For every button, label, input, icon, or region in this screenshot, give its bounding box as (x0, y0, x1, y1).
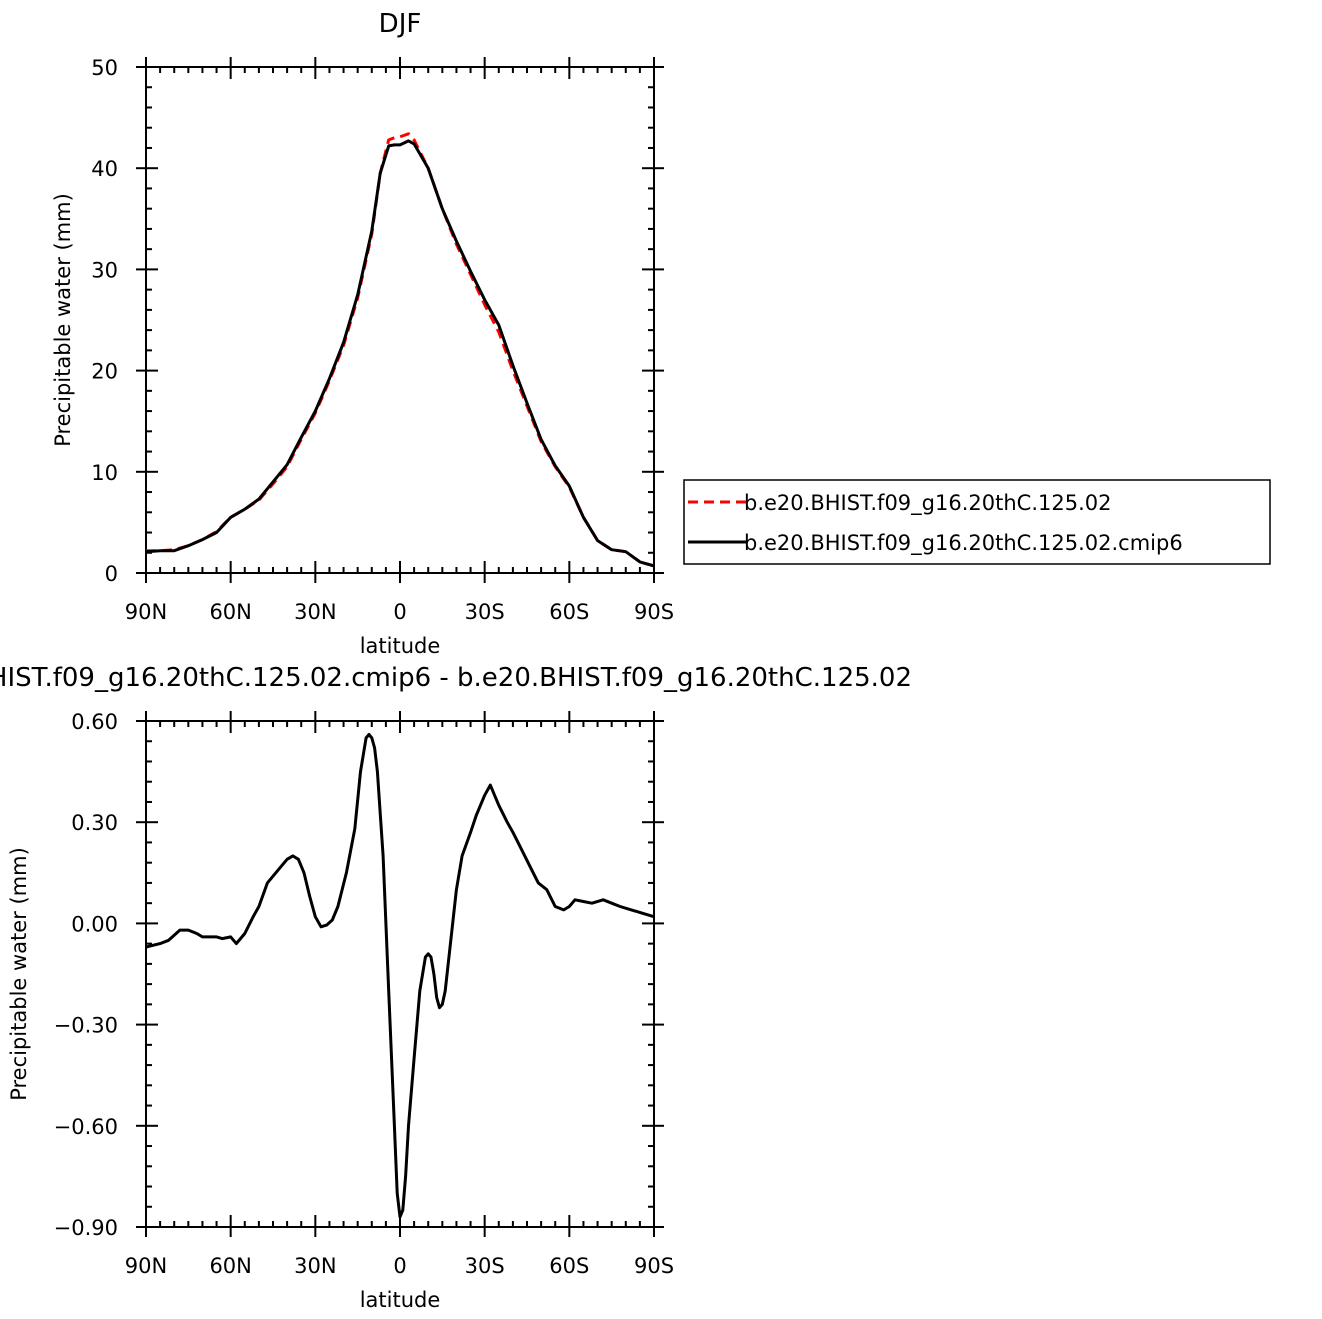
series-line (145, 733, 655, 1219)
y-axis-label: Precipitable water (mm) (7, 847, 31, 1101)
y-axis-label: Precipitable water (mm) (51, 193, 75, 447)
y-tick-label: −0.90 (54, 1216, 118, 1240)
legend-box (683, 479, 1271, 565)
x-tick-label: 90N (125, 1254, 167, 1278)
series-line (146, 132, 655, 568)
x-tick-label: 90S (634, 1254, 674, 1278)
x-tick-label: 60S (549, 600, 589, 624)
legend: b.e20.BHIST.f09_g16.20thC.125.02 b.e20.BH… (683, 479, 1271, 565)
plot-frame (145, 66, 655, 574)
x-tick-label: 0 (393, 600, 406, 624)
bottom-panel-difference: b.e20.BHIST.f09_g16.20thC.125.02.cmip6 -… (0, 663, 912, 1312)
y-tick-label: 20 (91, 360, 118, 384)
top-panel-precipitable-water: DJF 90N 60N 30N 0 30S 60S 90S 0 10 20 30 40 50 latitud… (51, 9, 674, 658)
chart-title: DJF (379, 9, 422, 39)
x-axis-label: latitude (360, 634, 441, 658)
series-line (145, 139, 655, 568)
y-tick-label: 0.30 (71, 811, 118, 835)
x-tick-label: 30N (294, 1254, 336, 1278)
legend-label: b.e20.BHIST.f09_g16.20thC.125.02.cmip6 (744, 531, 1183, 556)
x-axis-label: latitude (360, 1288, 441, 1312)
chart-title: b.e20.BHIST.f09_g16.20thC.125.02.cmip6 -… (0, 663, 912, 693)
x-tick-label: 30S (465, 1254, 505, 1278)
y-tick-label: 30 (91, 258, 118, 282)
y-tick-label: 0.60 (71, 710, 118, 734)
x-tick-label: 30S (465, 600, 505, 624)
y-tick-label: 0.00 (71, 912, 118, 936)
y-tick-label: 50 (91, 56, 118, 80)
plot-frame (145, 720, 655, 1228)
x-tick-label: 30N (294, 600, 336, 624)
y-tick-label: 40 (91, 157, 118, 181)
y-tick-label: 10 (91, 461, 118, 485)
x-tick-label: 60N (209, 600, 251, 624)
x-tick-label: 60S (549, 1254, 589, 1278)
x-tick-label: 60N (209, 1254, 251, 1278)
y-tick-label: 0 (105, 562, 118, 586)
x-tick-label: 90S (634, 600, 674, 624)
x-tick-label: 90N (125, 600, 167, 624)
y-tick-label: −0.30 (54, 1014, 118, 1038)
legend-label: b.e20.BHIST.f09_g16.20thC.125.02 (744, 491, 1111, 516)
y-tick-label: −0.60 (54, 1115, 118, 1139)
x-tick-label: 0 (393, 1254, 406, 1278)
